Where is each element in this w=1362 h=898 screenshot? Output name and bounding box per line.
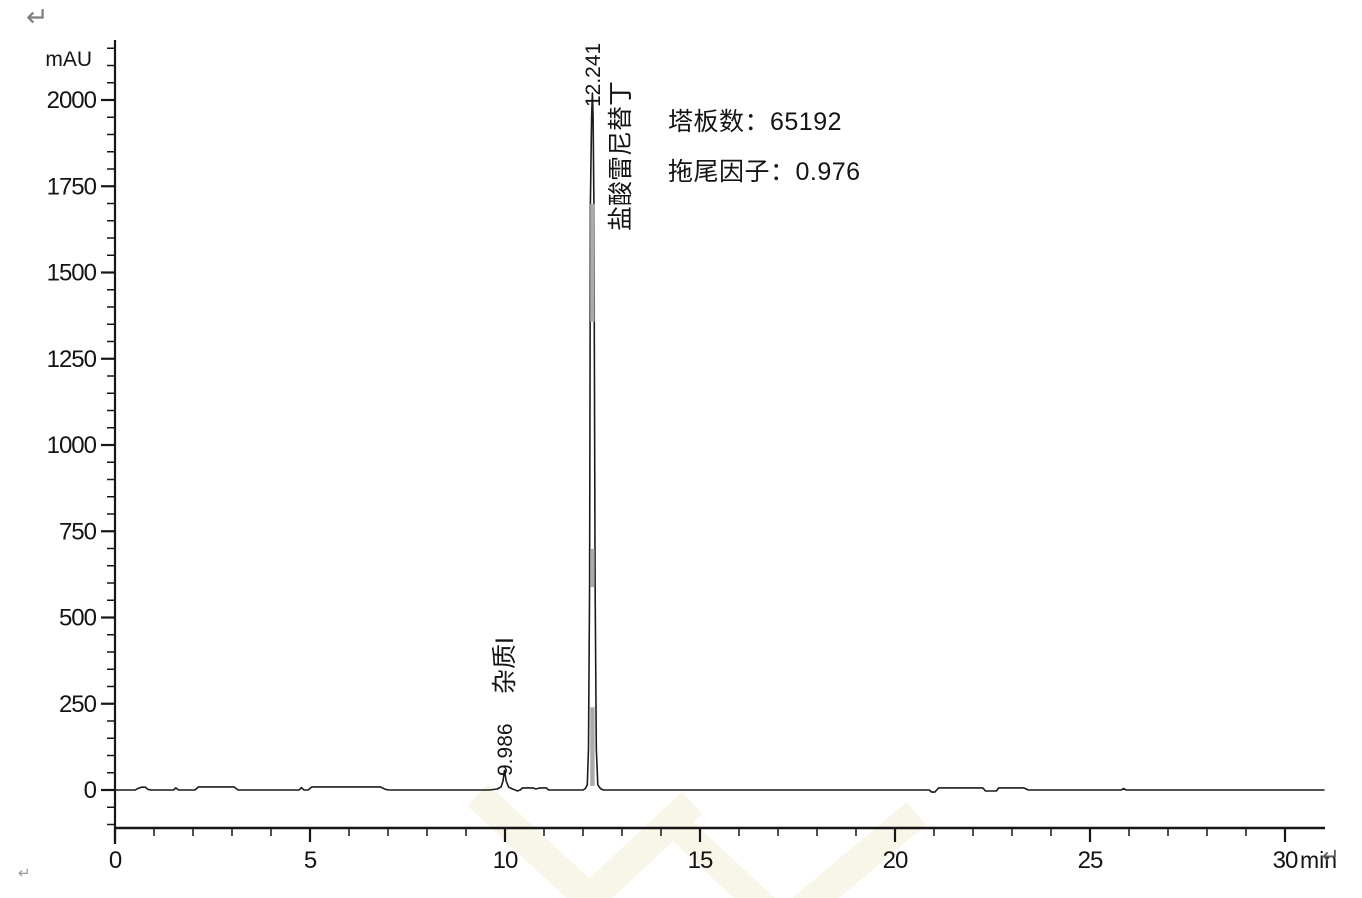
y-axis-tick-label: 0	[84, 777, 97, 804]
annotation-tailing-factor: 拖尾因子：0.976	[668, 158, 861, 186]
peak-name-label: 盐酸雷尼替丁	[607, 81, 635, 231]
x-axis-tick-label: 0	[109, 847, 122, 874]
peak-name-label: 杂质I	[491, 637, 519, 694]
paragraph-mark-bottom: ↵	[18, 865, 31, 882]
y-axis-tick-label: 750	[59, 518, 97, 545]
y-axis-tick-label: 250	[59, 691, 97, 718]
x-axis-tick-label: 10	[493, 847, 518, 874]
y-axis-tick-label: 1250	[47, 346, 97, 373]
x-axis-unit-label: min	[1300, 847, 1337, 873]
y-axis-tick-label: 2000	[47, 87, 97, 114]
peak-rt-label: 12.241	[582, 43, 605, 107]
x-axis-tick-label: 30	[1273, 847, 1298, 874]
x-axis-tick-label: 20	[883, 847, 908, 874]
x-axis-tick-label: 5	[304, 847, 317, 874]
peak-apex-marker	[590, 203, 595, 322]
chromatogram-trace	[114, 92, 1325, 793]
y-axis-tick-label: 1500	[47, 260, 97, 287]
peak-apex-marker	[590, 548, 595, 588]
y-axis-title: mAU	[45, 48, 92, 71]
peak-rt-label: 9.986	[494, 723, 517, 776]
x-axis-tick-label: 25	[1078, 847, 1103, 874]
y-axis-tick-label: 1000	[47, 432, 97, 459]
paragraph-mark-axis-end: ↵	[1322, 845, 1340, 868]
peak-apex-marker	[590, 707, 595, 786]
y-axis-tick-label: 500	[59, 605, 97, 632]
x-axis-tick-label: 15	[688, 847, 713, 874]
paragraph-mark-top: ↵	[26, 2, 49, 32]
y-axis-tick-label: 1750	[47, 173, 97, 200]
annotation-plate-count: 塔板数：65192	[668, 108, 843, 136]
